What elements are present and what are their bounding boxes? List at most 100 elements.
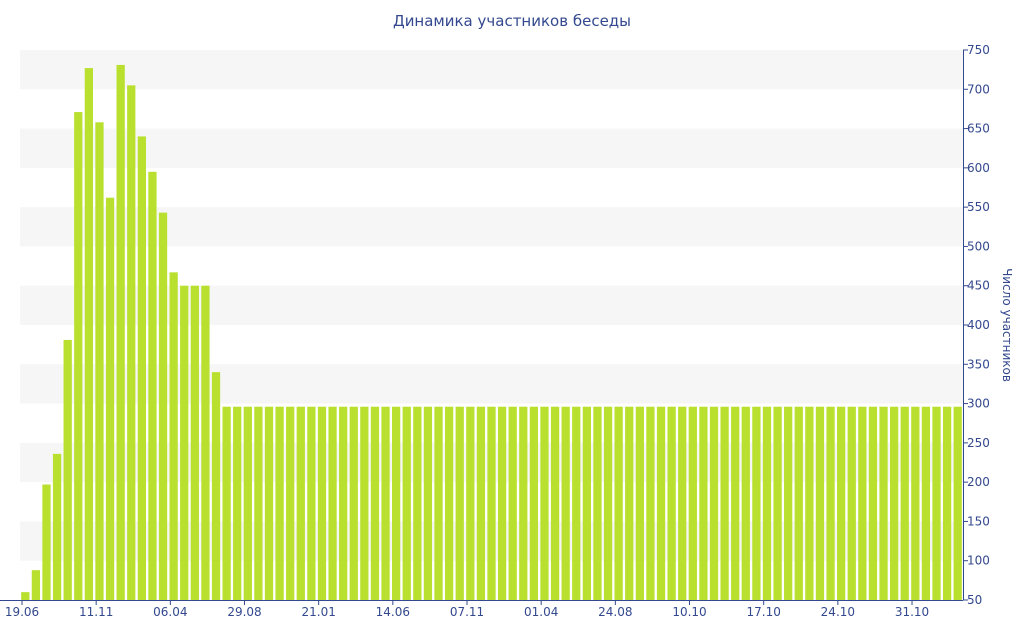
y-tick-label: 450 [967, 279, 990, 293]
bar [169, 272, 178, 600]
bar [233, 406, 242, 600]
x-tick-label: 29.08 [227, 605, 261, 619]
bar [476, 406, 486, 600]
bar [508, 406, 517, 600]
bar [264, 406, 274, 600]
x-tick-label: 11.11 [79, 605, 113, 619]
bar [572, 406, 581, 600]
bar [74, 112, 83, 601]
bar [392, 406, 401, 600]
bar [127, 85, 136, 601]
y-tick-label: 300 [967, 397, 990, 411]
y-tick-label: 750 [967, 43, 990, 57]
bar [847, 406, 856, 600]
bar [497, 406, 507, 600]
bar [286, 406, 295, 600]
y-tick-label: 550 [967, 200, 990, 214]
bar [837, 406, 846, 600]
bar [296, 406, 305, 600]
bar [752, 406, 761, 600]
bar [381, 406, 390, 600]
x-tick-label: 10.10 [672, 605, 706, 619]
bar [879, 406, 888, 600]
bar [180, 285, 189, 600]
bar [868, 406, 878, 600]
x-tick-label: 24.08 [598, 605, 632, 619]
bar [190, 285, 199, 600]
bar [529, 406, 539, 600]
y-tick-label: 600 [967, 161, 990, 175]
x-axis-ticks: 19.06 11.11 06.04 29.08 21.01 14.06 07.11 01.04… [5, 600, 929, 619]
bar [328, 406, 337, 600]
bar [731, 406, 740, 600]
y-tick-label: 100 [967, 554, 990, 568]
x-tick-label: 19.06 [5, 605, 39, 619]
bar [413, 406, 422, 600]
bar [402, 406, 411, 600]
bar [349, 406, 358, 600]
bar [858, 406, 867, 600]
bar [784, 406, 793, 600]
bar [254, 406, 263, 600]
bar [201, 285, 210, 600]
x-tick-label: 06.04 [153, 605, 187, 619]
bar [614, 406, 623, 600]
bar [339, 406, 348, 600]
bar [805, 406, 814, 600]
y-axis-ticks: 50 100 150 200 250 300 350 400 450 500 550 600 650 70… [963, 43, 990, 607]
bar [243, 406, 252, 600]
bar [709, 406, 719, 600]
bar [307, 406, 316, 600]
bar [360, 406, 369, 600]
grid-band [20, 207, 963, 247]
bar [921, 406, 931, 600]
bar [42, 484, 51, 600]
x-tick-label: 14.06 [376, 605, 410, 619]
bar [741, 406, 750, 600]
bar [116, 64, 125, 600]
bar [52, 453, 62, 600]
bar [31, 570, 41, 600]
bar [105, 197, 115, 600]
bar [953, 406, 962, 600]
bar [667, 406, 676, 600]
bar [656, 406, 666, 600]
bar [561, 406, 570, 600]
bar [540, 406, 549, 600]
bar [603, 406, 613, 600]
y-tick-label: 200 [967, 475, 990, 489]
x-tick-label: 24.10 [821, 605, 855, 619]
x-tick-label: 07.11 [450, 605, 484, 619]
bar [95, 122, 104, 601]
bar [646, 406, 655, 600]
x-tick-label: 17.10 [747, 605, 781, 619]
bar [455, 406, 464, 600]
bar [63, 339, 72, 600]
bar [519, 406, 528, 600]
x-tick-label: 21.01 [301, 605, 335, 619]
bar [317, 406, 327, 600]
bar [794, 406, 803, 600]
x-tick-label: 01.04 [524, 605, 558, 619]
y-tick-label: 650 [967, 122, 990, 136]
y-tick-label: 50 [967, 593, 982, 607]
bar [900, 406, 909, 600]
bar [370, 406, 380, 600]
bar [720, 406, 729, 600]
bar [635, 406, 644, 600]
bar [550, 406, 560, 600]
y-tick-label: 250 [967, 436, 990, 450]
y-tick-label: 350 [967, 357, 990, 371]
bar [158, 212, 168, 600]
y-axis-label: Число участников [1000, 268, 1014, 382]
bar [762, 406, 772, 600]
x-tick-label: 31.10 [895, 605, 929, 619]
bar [889, 406, 899, 600]
bar [434, 406, 443, 600]
bar [444, 406, 454, 600]
bar [466, 406, 475, 600]
grid-band [20, 128, 963, 168]
bar [222, 406, 231, 600]
bar [21, 592, 30, 600]
